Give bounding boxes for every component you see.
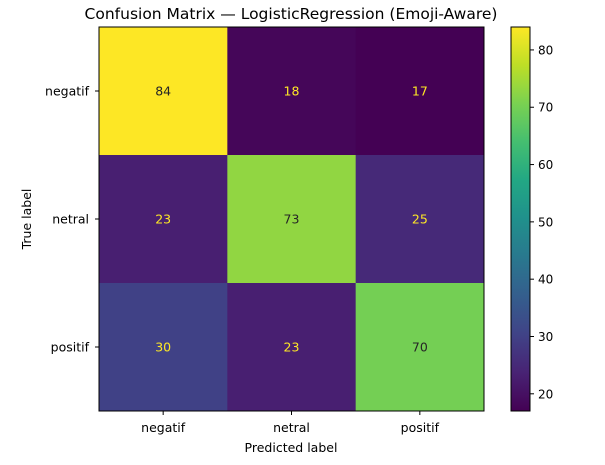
heatmap-cells: [99, 27, 485, 412]
heatmap-cell-r0-c0: [99, 27, 228, 156]
y-tick-label-negatif: negatif: [45, 84, 90, 99]
colorbar-tick-label-50: 50: [538, 215, 553, 229]
colorbar-tick-label-70: 70: [538, 101, 553, 115]
cell-value-r2-c2: 70: [412, 340, 428, 355]
colorbar-tick-label-30: 30: [538, 330, 553, 344]
cell-value-r0-c1: 18: [284, 84, 300, 99]
cell-value-r2-c0: 30: [155, 340, 171, 355]
heatmap-cell-r2-c2: [355, 283, 485, 412]
heatmap-cell-r2-c0: [99, 283, 228, 412]
cell-value-r2-c1: 23: [284, 340, 300, 355]
colorbar-tick-label-80: 80: [538, 43, 553, 57]
heatmap-cell-labels: 84 18 17 23 73 25 30 23 70: [155, 84, 428, 355]
x-axis-label: Predicted label: [245, 440, 338, 455]
y-tick-label-positif: positif: [51, 340, 90, 355]
colorbar-tick-label-20: 20: [538, 387, 553, 401]
cell-value-r1-c1: 73: [284, 212, 300, 227]
cell-value-r1-c0: 23: [155, 212, 171, 227]
y-axis-ticks: negatif netral positif: [45, 84, 99, 355]
colorbar-tick-label-60: 60: [538, 158, 553, 172]
heatmap-cell-r1-c1: [227, 155, 357, 284]
x-axis-ticks: negatif netral positif: [141, 411, 440, 435]
colorbar-ticks: 20 30 40 50 60 70 80: [530, 43, 553, 401]
cell-value-r0-c0: 84: [155, 84, 171, 99]
heatmap-cell-r0-c2: [355, 27, 485, 156]
colorbar: [510, 26, 531, 412]
x-tick-label-positif: positif: [401, 420, 440, 435]
y-axis-label: True label: [19, 189, 34, 251]
heatmap-cell-r0-c1: [227, 27, 357, 156]
heatmap-cell-r2-c1: [227, 283, 357, 412]
x-tick-label-netral: netral: [273, 420, 310, 435]
chart-title: Confusion Matrix — LogisticRegression (E…: [85, 5, 498, 23]
heatmap-cell-r1-c0: [99, 155, 228, 284]
colorbar-tick-label-40: 40: [538, 273, 553, 287]
heatmap-cell-r1-c2: [355, 155, 485, 284]
y-tick-label-netral: netral: [52, 212, 89, 227]
x-tick-label-negatif: negatif: [141, 420, 186, 435]
cell-value-r1-c2: 25: [412, 212, 428, 227]
cell-value-r0-c2: 17: [412, 84, 428, 99]
